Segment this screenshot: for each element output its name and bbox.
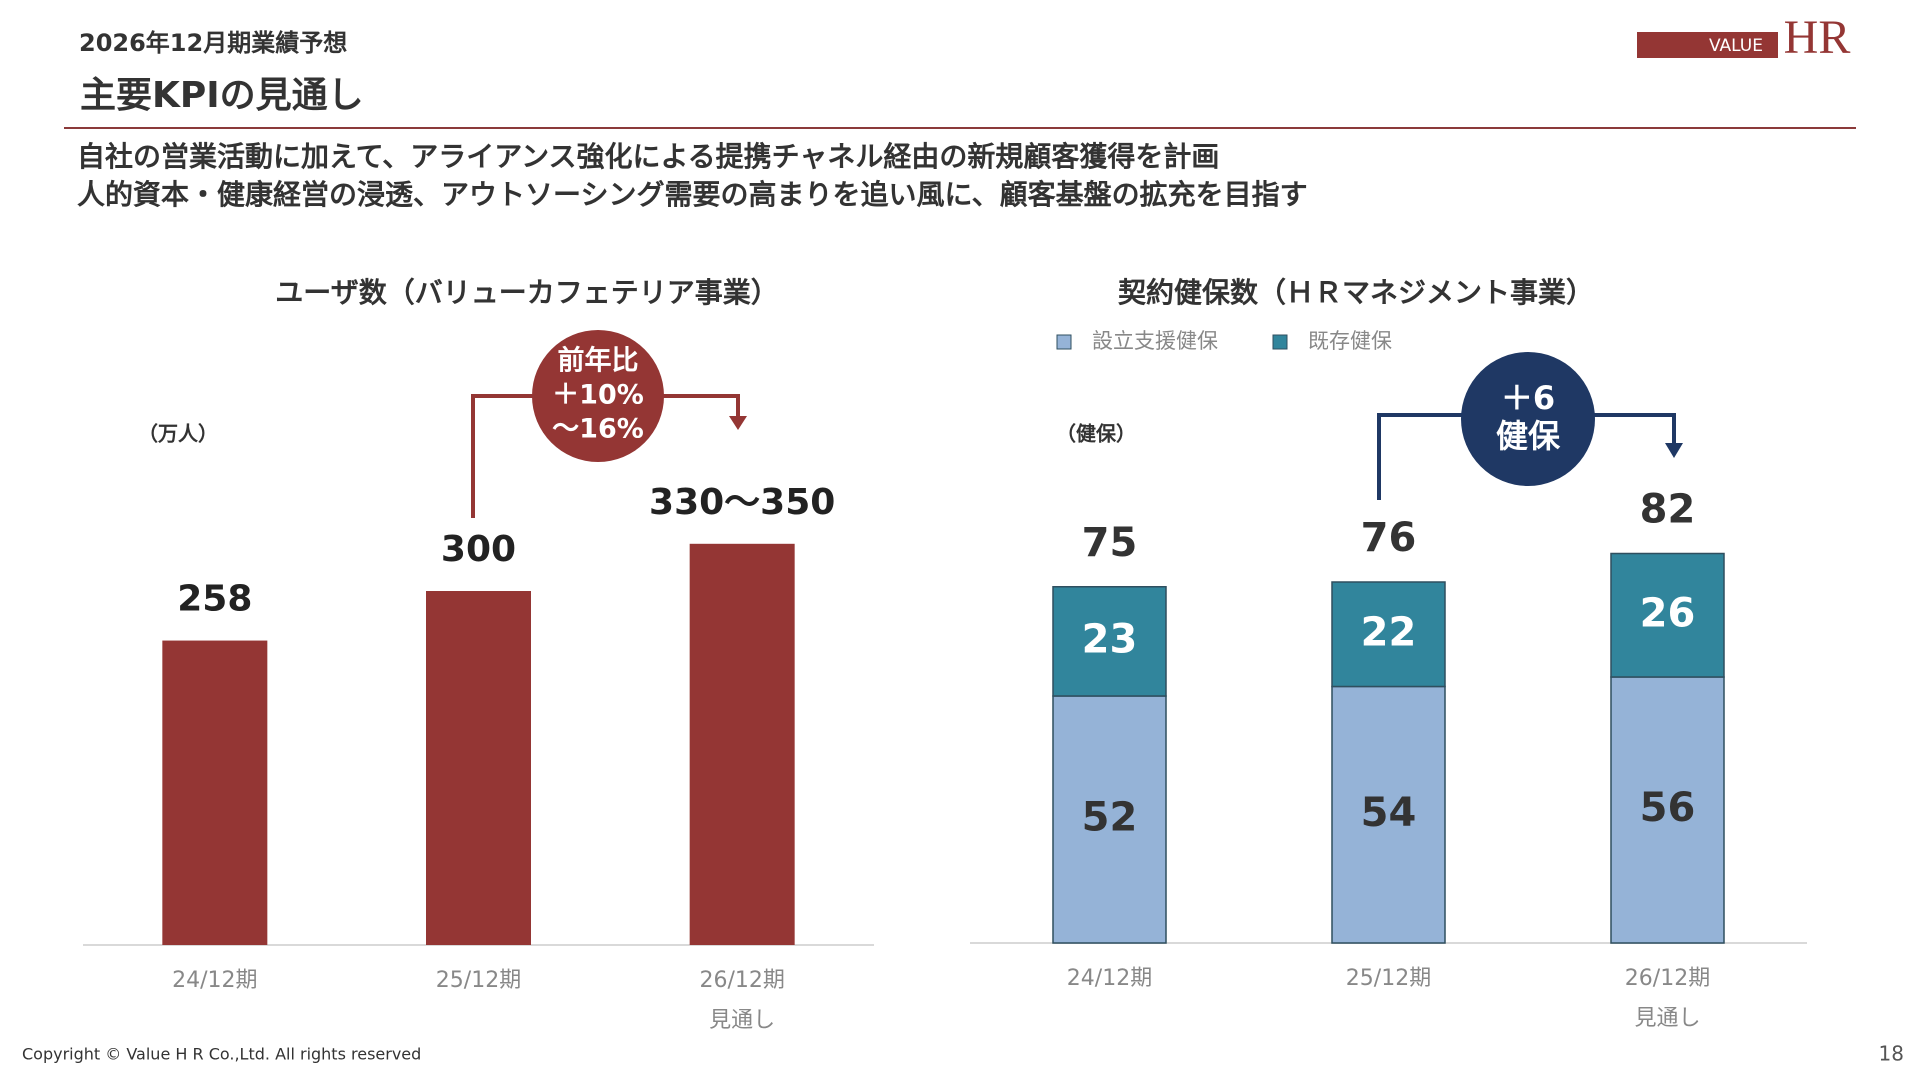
value-label: 300 xyxy=(441,529,516,570)
segment-label: 22 xyxy=(1361,609,1417,655)
arrow-head xyxy=(729,416,747,430)
copyright: Copyright © Value H R Co.,Ltd. All right… xyxy=(22,1045,421,1064)
segment-label: 23 xyxy=(1082,616,1138,662)
bar-segment xyxy=(1610,552,1725,678)
annotation-text: 前年比 xyxy=(558,345,639,377)
segment-label: 52 xyxy=(1082,795,1138,841)
bar xyxy=(689,543,795,945)
legend-label: 既存健保 xyxy=(1308,329,1392,353)
logo-small: VALUE xyxy=(1709,36,1763,56)
x-tick-label: 24/12期 xyxy=(172,968,257,993)
bar-segment xyxy=(1331,581,1446,688)
bar xyxy=(426,591,531,945)
value-label: 258 xyxy=(177,579,252,620)
x-tick-note: 見通し xyxy=(1634,1006,1700,1031)
bar-segment xyxy=(1331,685,1446,944)
annotation-text: 健保 xyxy=(1496,417,1561,455)
bar-segment xyxy=(1610,676,1725,944)
unit-label: （万人） xyxy=(138,422,218,446)
value-label: 330〜350 xyxy=(649,482,835,523)
legend-swatch xyxy=(1272,334,1288,350)
annotation-text: ＋6 xyxy=(1501,379,1555,417)
lead-line: 自社の営業活動に加えて、アライアンス強化による提携チャネル経由の新規顧客獲得を計… xyxy=(77,140,1219,173)
legend-swatch xyxy=(1056,334,1072,350)
total-label: 82 xyxy=(1640,487,1696,533)
slide-subtitle: 2026年12月期業績予想 xyxy=(79,29,347,57)
slide-title: 主要KPIの見通し xyxy=(80,75,364,116)
segment-label: 54 xyxy=(1361,790,1417,836)
legend-label: 設立支援健保 xyxy=(1092,329,1218,353)
total-label: 76 xyxy=(1361,515,1417,561)
segment-label: 26 xyxy=(1640,590,1696,636)
annotation-badge xyxy=(1461,352,1595,486)
arrow-head xyxy=(1665,443,1683,458)
chart-title: 契約健保数（ＨＲマネジメント事業） xyxy=(1118,276,1594,309)
x-tick-label: 25/12期 xyxy=(436,968,521,993)
x-tick-label: 26/12期 xyxy=(1625,966,1710,991)
unit-label: （健保） xyxy=(1056,422,1136,446)
annotation-text: 〜16% xyxy=(552,414,644,445)
x-tick-note: 見通し xyxy=(709,1008,775,1033)
logo-large: HR xyxy=(1784,11,1851,64)
total-label: 75 xyxy=(1082,520,1138,566)
x-tick-label: 24/12期 xyxy=(1067,966,1152,991)
lead-line: 人的資本・健康経営の浸透、アウトソーシング需要の高まりを追い風に、顧客基盤の拡充… xyxy=(77,178,1308,211)
bar xyxy=(162,640,268,945)
segment-label: 56 xyxy=(1640,785,1696,831)
annotation-text: ＋10% xyxy=(552,380,644,411)
page-number: 18 xyxy=(1879,1042,1904,1066)
x-tick-label: 26/12期 xyxy=(699,968,784,993)
logo-bar xyxy=(1637,32,1778,58)
x-tick-label: 25/12期 xyxy=(1346,966,1431,991)
bar-segment xyxy=(1052,586,1167,697)
annotation-badge xyxy=(532,330,664,462)
chart-title: ユーザ数（バリューカフェテリア事業） xyxy=(275,276,778,309)
